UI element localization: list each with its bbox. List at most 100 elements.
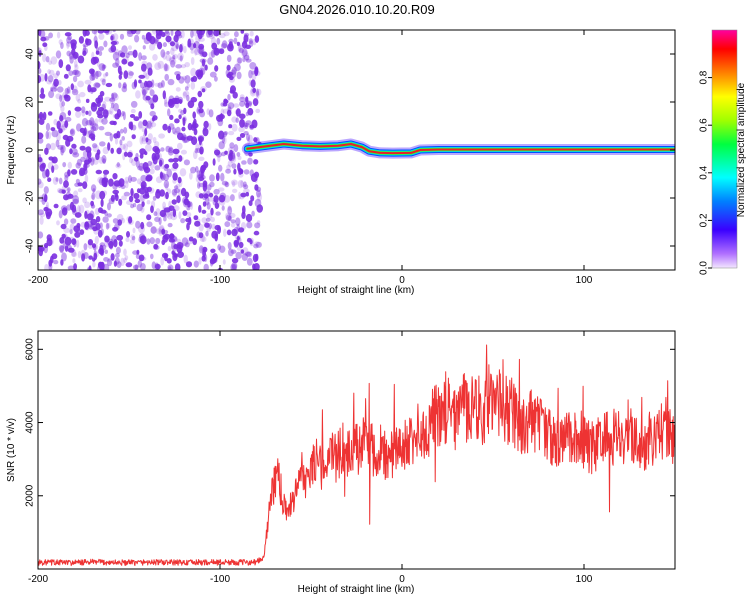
spectrogram-noise-blob [91, 73, 96, 81]
spectrogram-noise-blob [90, 126, 97, 132]
spectrogram-noise-blob [165, 191, 169, 200]
spectrogram-noise-blob [53, 118, 58, 126]
spectrogram-noise-blob [170, 59, 176, 68]
snr-x-tick-label: -200 [28, 574, 48, 585]
spectrogram-noise-blob [64, 87, 69, 95]
spectrogram-noise-blob [198, 193, 204, 199]
spectrogram-noise-blob [109, 97, 116, 105]
spectrogram-noise-blob [102, 216, 109, 223]
spectrogram-noise-blob [136, 203, 143, 212]
spectrogram-noise-blob [237, 237, 242, 245]
spectrogram-noise-blob [198, 108, 204, 114]
spectrogram-noise-blob [145, 143, 152, 152]
spectrogram-noise-blob [248, 102, 252, 107]
spectrogram-noise-blob [144, 128, 148, 137]
spectrogram-noise-blob [89, 157, 95, 166]
spectrogram-noise-blob [45, 56, 50, 63]
spectrogram-noise-blob [226, 64, 231, 71]
spectrogram-noise-blob [111, 235, 118, 244]
spectrogram-noise-blob [172, 178, 177, 184]
spectrogram-noise-blob [153, 243, 159, 250]
spectrogram-noise-blob [80, 249, 86, 259]
spectrogram-noise-blob [82, 47, 89, 55]
spectrogram-noise-blob [38, 178, 42, 185]
spectrogram-noise-blob [231, 181, 236, 187]
spectrogram-noise-blob [246, 221, 253, 229]
spectrogram-noise-blob [138, 74, 146, 79]
spectrogram-noise-blob [241, 50, 248, 57]
spectrogram-noise-blob [72, 148, 78, 156]
spectrogram-noise-blob [55, 139, 60, 148]
spectrogram-noise-blob [170, 235, 178, 243]
spectrogram-noise-blob [177, 96, 184, 104]
spectrogram-noise-blob [218, 141, 225, 150]
spectrogram-noise-blob [137, 120, 143, 130]
spectrogram-noise-blob [101, 78, 106, 86]
spectrogram-noise-blob [70, 169, 78, 175]
spectrogram-noise-blob [61, 185, 68, 192]
spectrogram-noise-blob [101, 155, 107, 164]
spectrogram-noise-blob [43, 186, 49, 194]
spectrogram-noise-blob [138, 121, 145, 129]
spectrogram-noise-blob [182, 91, 188, 99]
spectrogram-noise-blob [56, 70, 60, 76]
spectrogram-noise-blob [221, 180, 229, 186]
spectrogram-noise-blob [56, 31, 61, 39]
spectrogram-noise-blob [91, 123, 99, 131]
spectrogram-noise-blob [97, 229, 103, 238]
spectrogram-noise-blob [77, 98, 82, 104]
spectrogram-noise-blob [63, 227, 71, 233]
spectrogram-noise-blob [107, 202, 111, 211]
spectrogram-noise-blob [74, 64, 79, 72]
spectrogram-noise-blob [165, 64, 170, 72]
spectrogram-noise-blob [233, 144, 239, 153]
spectrogram-noise-blob [141, 126, 147, 133]
spectrogram-noise-blob [53, 164, 59, 170]
spectrogram-noise-blob [56, 86, 64, 93]
spectrogram-noise-blob [140, 82, 145, 89]
spectrogram-noise-blob [235, 108, 241, 117]
spectrogram-noise-blob [63, 94, 69, 99]
spectrogram-noise-blob [169, 41, 176, 47]
spectrogram-noise-blob [174, 185, 179, 190]
spectrogram-noise-blob [208, 109, 214, 118]
spectrogram-noise-blob [46, 238, 53, 247]
spectrogram-noise-blob [141, 63, 147, 72]
spectrogram-noise-blob [141, 89, 146, 98]
spectrogram-noise-blob [192, 238, 197, 246]
spectrogram-ridge [241, 138, 675, 159]
spectrogram-noise-blob [174, 71, 181, 76]
spectrogram-noise-blob [119, 139, 123, 146]
spectrogram-noise-blob [245, 58, 252, 63]
spectrogram-noise-blob [248, 152, 253, 157]
spectrogram-noise-blob [51, 157, 55, 164]
spectrogram-noise-blob [169, 114, 174, 120]
spectrogram-noise-blob [198, 232, 204, 239]
spectrogram-noise-blob [102, 244, 107, 250]
spectrogram-noise-blob [250, 86, 256, 95]
spectrogram-noise-blob [110, 253, 115, 261]
spectrogram-noise-blob [58, 177, 63, 185]
spectrogram-noise-blob [208, 192, 214, 198]
spectrogram-x-tick-label: -200 [28, 275, 48, 286]
spectrogram-noise-blob [254, 35, 260, 43]
spectrogram-noise-blob [253, 243, 259, 249]
spectrogram-noise-blob [240, 192, 247, 198]
spectrogram-noise-blob [88, 255, 93, 260]
spectrogram-noise-blob [115, 163, 122, 169]
snr-frame [37, 330, 676, 570]
spectrogram-noise-blob [69, 223, 75, 231]
spectrogram-noise-blob [69, 128, 76, 137]
spectrogram-noise-blob [214, 224, 221, 231]
spectrogram-noise-blob [149, 110, 156, 117]
spectrogram-noise-blob [238, 227, 245, 233]
spectrogram-noise-blob [88, 133, 96, 140]
spectrogram-noise-blob [73, 190, 79, 197]
snr-y-tick-label: 2000 [25, 484, 36, 507]
spectrogram-noise-blob [118, 50, 123, 57]
spectrogram-noise-blob [207, 197, 215, 202]
spectrogram-noise-blob [227, 93, 231, 101]
spectrogram-noise-blob [105, 72, 109, 77]
colorbar: 0.0 0.2 0.4 0.6 0.8 Normalized spectral ampl… [699, 29, 747, 275]
spectrogram-noise-blob [231, 228, 238, 237]
